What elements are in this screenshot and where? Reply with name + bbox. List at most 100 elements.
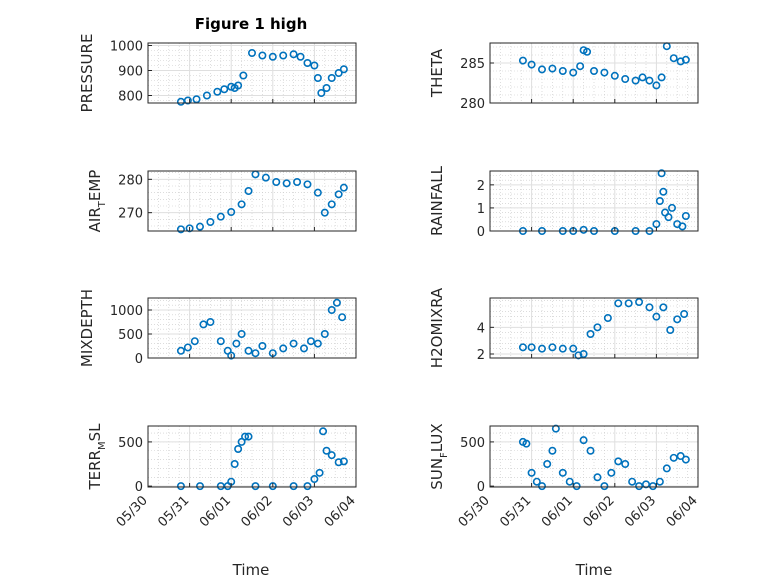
data-point xyxy=(583,47,592,56)
subplot-4: 0 1 2 RAINFALL xyxy=(428,165,699,240)
data-point xyxy=(306,337,315,346)
y-label-rest: EMP xyxy=(86,170,104,201)
data-point xyxy=(666,325,675,334)
data-point xyxy=(339,457,348,466)
data-point xyxy=(657,73,666,82)
data-point xyxy=(293,178,302,187)
data-point xyxy=(576,62,585,71)
data-point xyxy=(664,213,673,222)
data-point xyxy=(669,54,678,63)
data-point xyxy=(667,203,676,212)
data-point xyxy=(558,344,567,353)
data-point xyxy=(662,464,671,473)
data-point xyxy=(230,460,239,469)
data-point xyxy=(237,200,246,209)
data-point xyxy=(176,482,185,491)
x-tick-label: 06/04 xyxy=(664,493,701,530)
data-point xyxy=(586,329,595,338)
y-tick-label: 2 xyxy=(477,348,485,363)
data-point xyxy=(543,460,552,469)
data-point xyxy=(635,482,644,491)
data-point xyxy=(676,452,685,461)
data-point xyxy=(320,208,329,217)
data-point xyxy=(518,56,527,65)
x-tick-label: 05/30 xyxy=(114,493,151,530)
data-point xyxy=(522,439,531,448)
data-point xyxy=(327,451,336,460)
data-point xyxy=(313,188,322,197)
data-point xyxy=(565,477,574,486)
data-point xyxy=(548,343,557,352)
data-point xyxy=(603,313,612,322)
y-tick-label: 0 xyxy=(135,352,143,367)
data-point xyxy=(192,95,201,104)
data-point xyxy=(196,482,205,491)
data-point xyxy=(527,60,536,69)
subplot-7: 0 500 05/30 05/31 06/01 06/02 06/03 06/04 TERRMS… xyxy=(86,423,359,530)
data-point xyxy=(527,343,536,352)
y-axis-label: PRESSURE xyxy=(78,34,96,113)
data-point xyxy=(248,48,257,57)
y-tick-label: 2 xyxy=(477,179,485,194)
data-point xyxy=(258,51,267,60)
y-axis-label: MIXDEPTH xyxy=(78,289,96,367)
data-point xyxy=(669,453,678,462)
data-point xyxy=(334,458,343,467)
axes-box xyxy=(489,170,699,232)
data-point xyxy=(213,87,222,96)
data-point xyxy=(621,460,630,469)
data-point xyxy=(548,64,557,73)
data-point xyxy=(614,299,623,308)
data-point xyxy=(537,344,546,353)
y-tick-label: 280 xyxy=(118,173,143,188)
y-tick-label: 900 xyxy=(118,65,143,80)
data-point xyxy=(334,190,343,199)
data-point xyxy=(244,432,253,441)
y-axis-label: TERRMSL xyxy=(86,423,108,491)
data-point xyxy=(310,61,319,70)
data-point xyxy=(657,169,666,178)
axes-box xyxy=(147,297,357,359)
data-point xyxy=(527,468,536,477)
data-point xyxy=(244,187,253,196)
data-point xyxy=(176,225,185,234)
data-point xyxy=(261,173,270,182)
data-point xyxy=(232,339,241,348)
data-point xyxy=(176,346,185,355)
y-tick-label: 4 xyxy=(477,321,485,336)
data-point xyxy=(638,73,647,82)
data-point xyxy=(678,222,687,231)
data-point xyxy=(244,346,253,355)
axes-box xyxy=(489,297,699,359)
data-point xyxy=(303,482,312,491)
y-tick-label: 500 xyxy=(460,436,485,451)
x-tick-label: 06/02 xyxy=(239,493,276,530)
subplot-8: 0 500 05/30 05/31 06/01 06/02 06/03 06/04 SUNFLU… xyxy=(428,423,701,530)
data-point xyxy=(621,75,630,84)
data-point xyxy=(593,473,602,482)
x-tick-label: 05/31 xyxy=(155,493,192,530)
axes-box xyxy=(489,42,699,104)
x-tick-label: 06/01 xyxy=(197,493,234,530)
data-point xyxy=(641,480,650,489)
data-point xyxy=(645,303,654,312)
y-label-main: AIR xyxy=(86,207,104,232)
data-point xyxy=(199,320,208,329)
data-point xyxy=(310,475,319,484)
y-label-main: TERR xyxy=(86,450,104,491)
data-point xyxy=(206,218,215,227)
data-point xyxy=(574,351,583,360)
y-tick-label: 285 xyxy=(460,57,485,72)
figure-title: Figure 1 high xyxy=(195,15,308,33)
data-point xyxy=(279,51,288,60)
data-point xyxy=(659,187,668,196)
data-point xyxy=(579,349,588,358)
y-tick-label: 500 xyxy=(118,328,143,343)
data-point xyxy=(635,297,644,306)
data-point xyxy=(681,55,690,64)
data-point xyxy=(680,309,689,318)
subplot-6: 2 4 H2OMIXRA xyxy=(428,287,699,368)
x-tick-label: 06/02 xyxy=(581,493,618,530)
data-point xyxy=(548,446,557,455)
